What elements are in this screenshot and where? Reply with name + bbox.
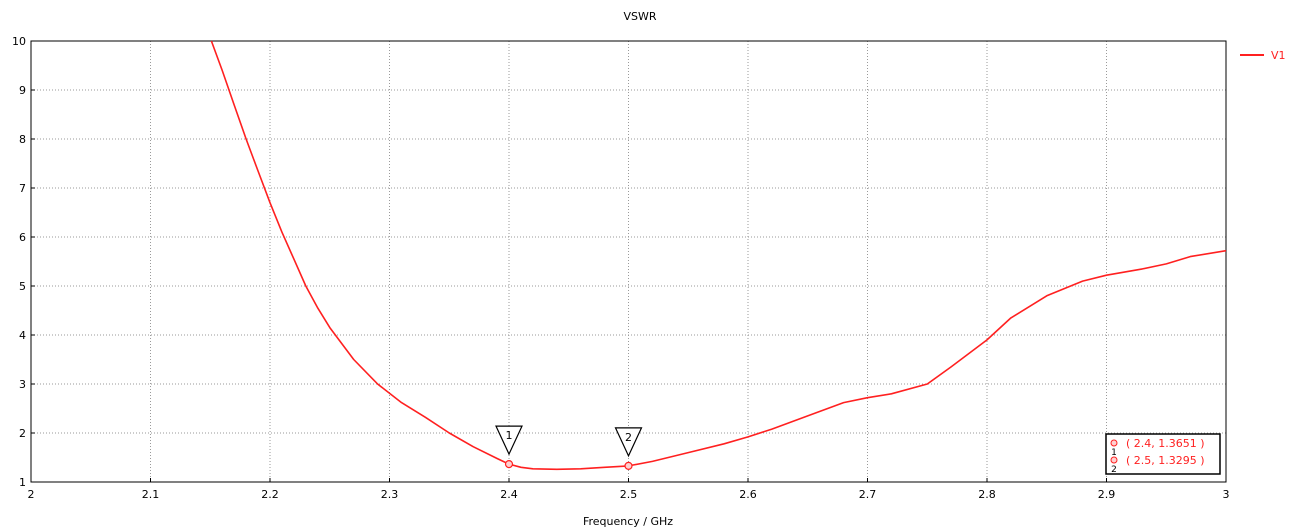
marker-point-1 (504, 460, 514, 469)
marker-flag-2 (614, 427, 643, 458)
y-tick-label: 9 (19, 84, 26, 97)
x-axis-label: Frequency / GHz (583, 515, 673, 528)
x-tick-label: 2.3 (381, 488, 399, 501)
x-tick-label: 2.9 (1098, 488, 1116, 501)
marker-point-2 (624, 461, 633, 470)
marker-flag-label-1: 1 (506, 429, 513, 442)
y-tick-label: 8 (19, 133, 26, 146)
chart-title: VSWR (623, 10, 656, 23)
y-tick-label: 7 (19, 182, 26, 195)
x-tick-label: 2.4 (500, 488, 518, 501)
readout-value-1: ( 2.4, 1.3651 ) (1126, 437, 1205, 450)
y-tick-label: 3 (19, 378, 26, 391)
x-tick-label: 2 (28, 488, 35, 501)
x-tick-label: 2.2 (261, 488, 279, 501)
y-tick-label: 1 (19, 476, 26, 489)
legend-label-v1: V1 (1271, 49, 1286, 62)
y-axis-ticks: 1 2 3 4 5 6 7 8 9 10 (12, 35, 35, 489)
x-tick-label: 2.6 (739, 488, 757, 501)
legend: V1 (1240, 49, 1286, 62)
y-tick-label: 5 (19, 280, 26, 293)
y-tick-label: 6 (19, 231, 26, 244)
marker-flag-label-2: 2 (625, 431, 632, 444)
y-tick-label: 10 (12, 35, 26, 48)
readout-value-2: ( 2.5, 1.3295 ) (1126, 454, 1205, 467)
y-tick-label: 4 (19, 329, 26, 342)
marker-readout-box: 1 ( 2.4, 1.3651 ) 2 ( 2.5, 1.3295 ) (1105, 433, 1221, 475)
x-tick-label: 3 (1223, 488, 1230, 501)
x-tick-label: 2.7 (859, 488, 877, 501)
readout-box-frame (1105, 433, 1221, 475)
x-tick-label: 2.5 (620, 488, 638, 501)
readout-marker-icon-2 (1110, 456, 1118, 464)
y-tick-label: 2 (19, 427, 26, 440)
readout-marker-id-1: 1 (1111, 448, 1117, 458)
marker-flag-1 (495, 425, 523, 456)
series-lines (210, 40, 1227, 471)
readout-marker-id-2: 2 (1111, 465, 1117, 475)
readout-marker-icon-1 (1110, 439, 1118, 447)
x-tick-label: 2.8 (978, 488, 996, 501)
series-line-v1 (210, 40, 1227, 471)
x-axis-ticks: 2 2.1 2.2 2.3 2.4 2.5 2.6 2.7 2.8 2.9 3 (28, 478, 1230, 501)
grid-lines (31, 41, 1226, 482)
x-tick-label: 2.1 (142, 488, 160, 501)
